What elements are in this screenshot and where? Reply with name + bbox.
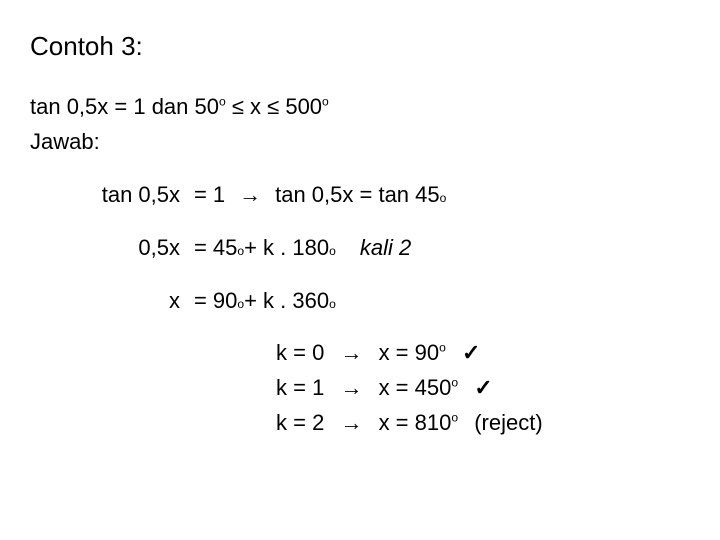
- step3-lhs: x: [60, 286, 180, 317]
- degree-sup: o: [440, 190, 447, 207]
- x90: x = 90: [379, 340, 440, 365]
- step2-mid: + k . 180: [244, 233, 329, 264]
- degree-sup: o: [219, 95, 226, 109]
- k-line-1: k = 1 → x = 450o ✓: [276, 373, 690, 404]
- answer-label: Jawab:: [30, 127, 690, 158]
- x450: x = 450: [379, 375, 452, 400]
- k-line-2: k = 2 → x = 810o (reject): [276, 408, 690, 439]
- work-area: tan 0,5x = 1 → tan 0,5x = tan 45o 0,5x =…: [30, 180, 690, 439]
- given-equation: tan 0,5x = 1 dan 50o ≤ x ≤ 500o: [30, 92, 690, 123]
- x810: x = 810: [379, 410, 452, 435]
- equals: =: [194, 180, 207, 211]
- check-icon: ✓: [462, 340, 480, 365]
- note-kali2: kali 2: [360, 233, 411, 264]
- step3-90: 90: [213, 286, 237, 317]
- step1-cont: tan 0,5x = tan 45: [275, 180, 440, 211]
- step3-mid: + k . 360: [244, 286, 329, 317]
- step1-lhs: tan 0,5x: [60, 180, 180, 211]
- degree-sup: o: [451, 411, 458, 425]
- step-3: x = 90o + k . 360o: [60, 286, 690, 317]
- k0: k = 0: [276, 340, 324, 365]
- degree-sup: o: [451, 376, 458, 390]
- arrow-icon: →: [340, 410, 362, 435]
- check-icon: ✓: [474, 375, 492, 400]
- degree-sup: o: [237, 243, 244, 260]
- given-range: ≤ x ≤ 500: [226, 94, 322, 119]
- k-values: k = 0 → x = 90o ✓ k = 1 → x = 450o ✓ k =…: [60, 338, 690, 438]
- example-title: Contoh 3:: [30, 28, 690, 64]
- step1-rhs: 1: [213, 180, 225, 211]
- degree-sup: o: [322, 95, 329, 109]
- equals: =: [194, 233, 207, 264]
- step-1: tan 0,5x = 1 → tan 0,5x = tan 45o: [60, 180, 690, 211]
- reject-text: (reject): [474, 410, 542, 435]
- arrow-icon: →: [340, 340, 362, 365]
- k2: k = 2: [276, 410, 324, 435]
- degree-sup: o: [439, 341, 446, 355]
- degree-sup: o: [329, 243, 336, 260]
- k-line-0: k = 0 → x = 90o ✓: [276, 338, 690, 369]
- degree-sup: o: [329, 296, 336, 313]
- k1: k = 1: [276, 375, 324, 400]
- step-2: 0,5x = 45o + k . 180o kali 2: [60, 233, 690, 264]
- arrow-icon: →: [239, 180, 261, 211]
- step2-lhs: 0,5x: [60, 233, 180, 264]
- degree-sup: o: [237, 296, 244, 313]
- equals: =: [194, 286, 207, 317]
- arrow-icon: →: [340, 375, 362, 400]
- given-text: tan 0,5x = 1 dan 50: [30, 94, 219, 119]
- step2-45: 45: [213, 233, 237, 264]
